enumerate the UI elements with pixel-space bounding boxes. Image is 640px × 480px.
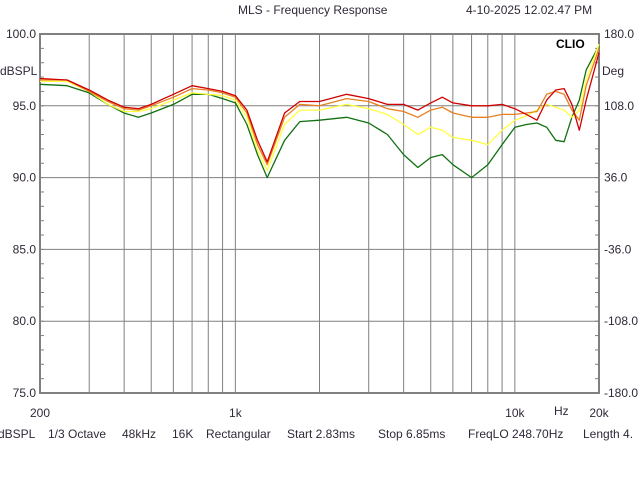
x-tick-label: 10k (505, 406, 525, 420)
y-tick-label: 95.0 (13, 99, 37, 113)
status-item: 1/3 Octave (48, 427, 107, 441)
y2-tick-label: -36.0 (604, 242, 632, 256)
x-tick-label: 20k (589, 406, 609, 420)
x-tick-label: 200 (30, 406, 50, 420)
status-item: Length 4. (583, 427, 634, 441)
status-item: Start 2.83ms (287, 427, 356, 441)
y-tick-label: 75.0 (13, 386, 37, 400)
series-line-0 (39, 45, 600, 179)
plot-frame (39, 33, 600, 394)
status-item: Rectangular (206, 427, 271, 441)
y2-tick-label: -108.0 (604, 314, 638, 328)
x-tick-label: 1k (229, 406, 243, 420)
status-item: Stop 6.85ms (378, 427, 446, 441)
status-item: dBSPL (0, 427, 36, 441)
y2-tick-label: -180.0 (604, 386, 638, 400)
y2-tick-label: 108.0 (604, 99, 634, 113)
series-line-2 (40, 48, 600, 166)
y-axis-label: dBSPL (0, 64, 38, 78)
y-tick-label: 80.0 (13, 314, 37, 328)
timestamp: 4-10-2025 12.02.47 PM (466, 3, 593, 17)
clio-watermark: CLIO (556, 37, 585, 51)
status-item: 16K (172, 427, 194, 441)
y-tick-label: 100.0 (6, 27, 36, 41)
status-item: FreqLO 248.70Hz (468, 427, 564, 441)
x-axis-unit: Hz (554, 404, 569, 418)
status-item: 48kHz (122, 427, 157, 441)
y-tick-label: 85.0 (13, 242, 37, 256)
y2-axis-label: Deg (602, 64, 625, 78)
y2-tick-label: 36.0 (604, 171, 628, 185)
y-tick-label: 90.0 (13, 171, 37, 185)
series-line-3 (39, 52, 600, 163)
y2-tick-label: 180.0 (604, 27, 634, 41)
chart-title: MLS - Frequency Response (238, 3, 388, 17)
status-bar: dBSPL 1/3 Octave 48kHz 16K Rectangular Start … (0, 427, 640, 443)
